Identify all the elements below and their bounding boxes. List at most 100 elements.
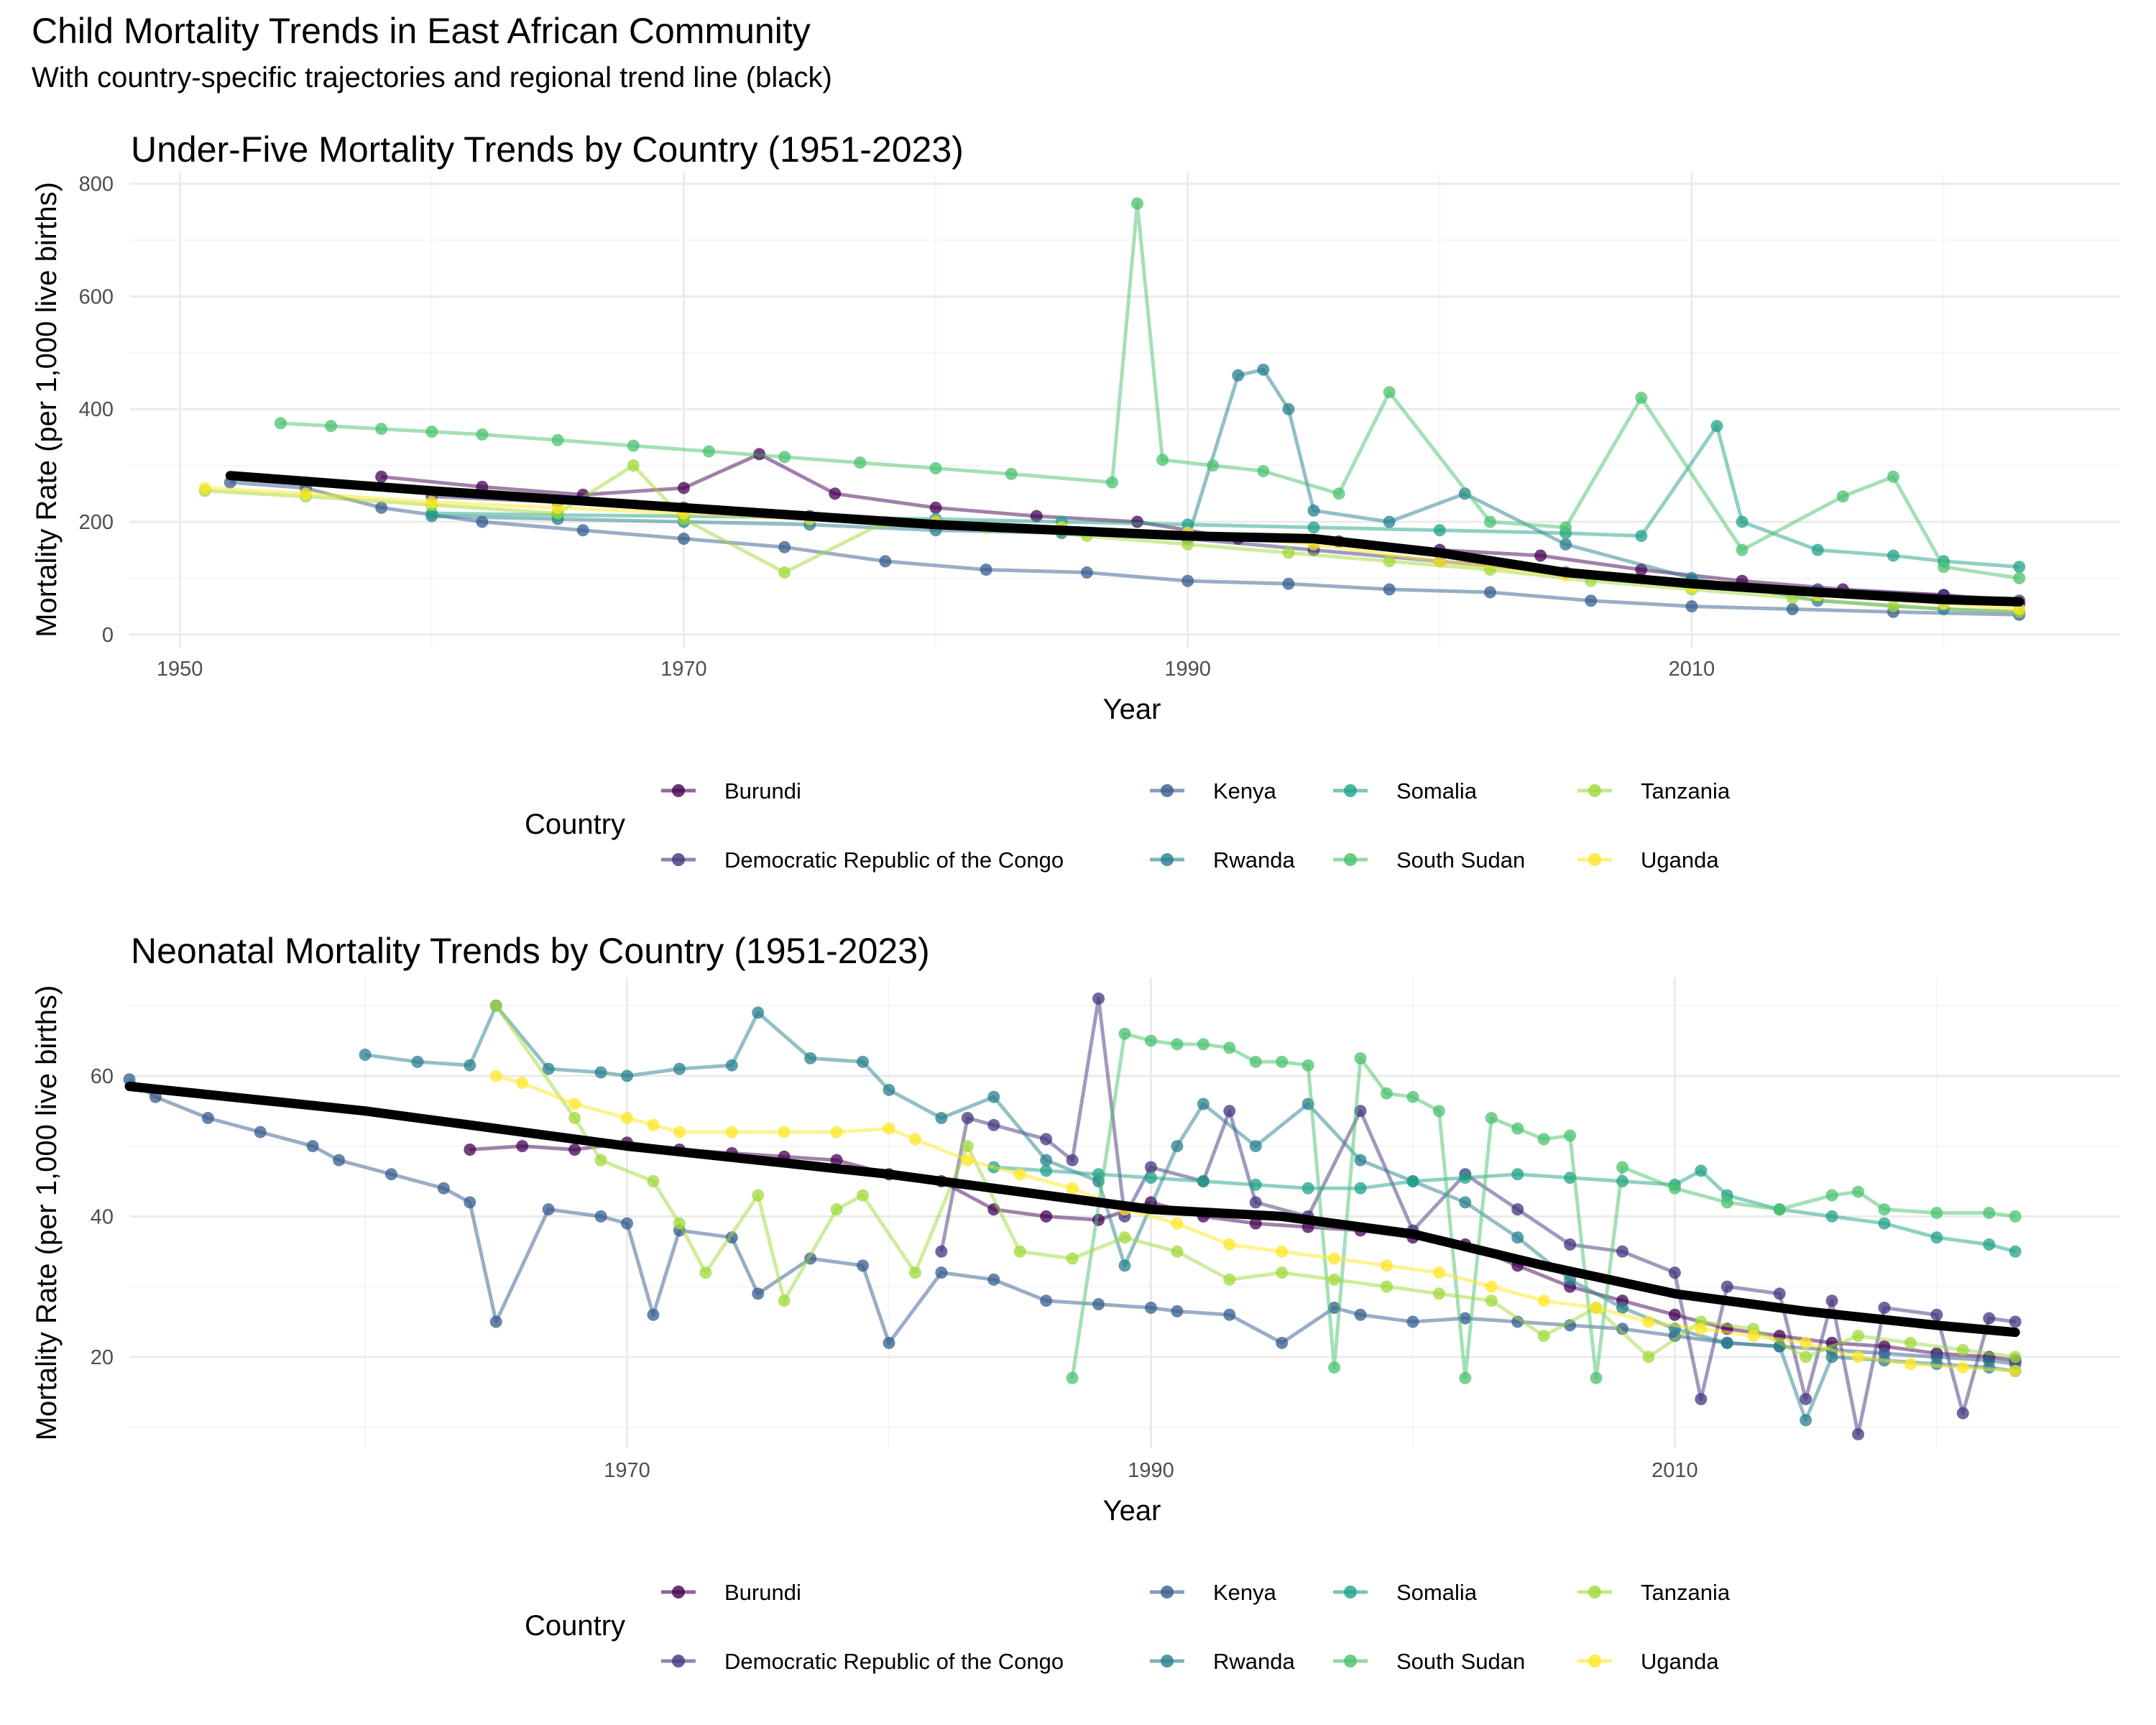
data-point — [830, 1154, 843, 1167]
data-point — [1560, 538, 1572, 551]
data-point — [1354, 1308, 1367, 1321]
series-somalia — [425, 420, 2026, 574]
data-point — [1307, 504, 1320, 517]
data-point — [568, 1098, 581, 1110]
data-point — [201, 1112, 214, 1125]
data-point — [1642, 1315, 1655, 1328]
data-point — [1307, 521, 1320, 534]
legend-entry-democratic-republic-of-the-congo: Democratic Republic of the Congo — [661, 847, 1064, 873]
legend-key-point — [1344, 1655, 1357, 1668]
y-axis-title: Mortality Rate (per 1,000 live births) — [31, 985, 63, 1441]
data-point — [375, 423, 388, 436]
data-point — [1223, 1308, 1236, 1321]
data-point — [299, 487, 312, 500]
data-point — [1511, 1231, 1524, 1244]
data-point — [489, 999, 502, 1012]
series-south-sudan — [274, 197, 2026, 584]
legend-entry-burundi: Burundi — [661, 1580, 801, 1605]
legend-entry-somalia: Somalia — [1333, 1580, 1478, 1605]
data-point — [830, 1203, 843, 1216]
data-point — [1066, 1371, 1079, 1384]
legend-label: Democratic Republic of the Congo — [724, 847, 1064, 873]
data-point — [1118, 1231, 1131, 1244]
series-line — [431, 367, 2019, 614]
data-point — [987, 1273, 1000, 1286]
y-axis-title: Mortality Rate (per 1,000 live births) — [31, 182, 63, 638]
data-point — [627, 459, 640, 472]
data-point — [699, 1266, 712, 1279]
y-tick-label: 20 — [91, 1346, 114, 1369]
data-point — [1800, 1351, 1812, 1363]
data-point — [1668, 1182, 1681, 1195]
data-point — [935, 1112, 948, 1125]
data-point — [1118, 1027, 1131, 1040]
data-point — [1459, 1172, 1472, 1184]
data-point — [1483, 586, 1496, 599]
data-point — [1328, 1252, 1341, 1265]
data-point — [1800, 1336, 1812, 1349]
data-point — [1433, 555, 1446, 568]
data-point — [1800, 1393, 1812, 1406]
data-point — [857, 1259, 870, 1272]
data-point — [1406, 1315, 1419, 1328]
data-point — [568, 1112, 581, 1125]
legend-key-point — [672, 1586, 685, 1598]
data-point — [1930, 1231, 1943, 1244]
data-point — [1585, 594, 1598, 607]
data-point — [1276, 1336, 1289, 1349]
data-point — [883, 1083, 895, 1096]
data-point — [1616, 1161, 1628, 1174]
legend-key-point — [1588, 784, 1601, 797]
data-point — [1354, 1154, 1367, 1167]
legend-key-point — [1588, 853, 1601, 866]
legend-label: Burundi — [724, 1580, 801, 1605]
data-point — [359, 1049, 372, 1062]
data-point — [961, 1140, 974, 1153]
legend-label: Kenya — [1213, 1580, 1277, 1605]
data-point — [1013, 1168, 1026, 1181]
legend-label: Somalia — [1396, 1580, 1478, 1605]
data-point — [1380, 1280, 1393, 1293]
legend-title: Country — [525, 1610, 625, 1642]
data-point — [1852, 1351, 1865, 1363]
data-point — [1066, 1154, 1079, 1167]
data-point — [1459, 1371, 1472, 1384]
data-point — [1302, 1059, 1314, 1072]
y-tick-label: 200 — [79, 511, 114, 534]
data-point — [1383, 583, 1396, 596]
chart-panel-2: 20 40 60 1970 1990 2010 Neonatal Mortality Tre… — [31, 931, 2120, 1674]
data-point — [1537, 1330, 1550, 1343]
legend-entry-rwanda: Rwanda — [1150, 847, 1295, 873]
legend-key-point — [1161, 1655, 1174, 1668]
series-line — [993, 1165, 2016, 1254]
data-point — [987, 1090, 1000, 1103]
data-point — [2009, 1351, 2022, 1363]
data-point — [1197, 1098, 1210, 1110]
page-title: Child Mortality Trends in East African C… — [32, 11, 811, 51]
data-point — [1232, 369, 1245, 382]
legend-key-point — [1161, 784, 1174, 797]
data-point — [2009, 1245, 2022, 1258]
data-point — [627, 439, 640, 452]
y-tick-label: 400 — [79, 398, 114, 421]
legend-entry-kenya: Kenya — [1150, 1580, 1277, 1605]
data-point — [647, 1308, 660, 1321]
data-point — [987, 1118, 1000, 1131]
data-point — [1144, 1301, 1157, 1314]
legend-label: Somalia — [1396, 778, 1478, 804]
x-axis-title: Year — [1103, 694, 1161, 725]
data-point — [829, 487, 842, 500]
data-point — [677, 533, 690, 546]
data-point — [1537, 1133, 1550, 1146]
data-point — [1433, 524, 1446, 537]
data-point — [1249, 1178, 1262, 1191]
data-point — [594, 1210, 607, 1223]
data-point — [1720, 1196, 1733, 1209]
y-tick-label: 40 — [91, 1205, 114, 1228]
data-point — [1181, 518, 1194, 531]
data-point — [1354, 1182, 1367, 1195]
data-point — [254, 1126, 267, 1138]
data-point — [425, 507, 438, 520]
data-point — [425, 426, 438, 438]
